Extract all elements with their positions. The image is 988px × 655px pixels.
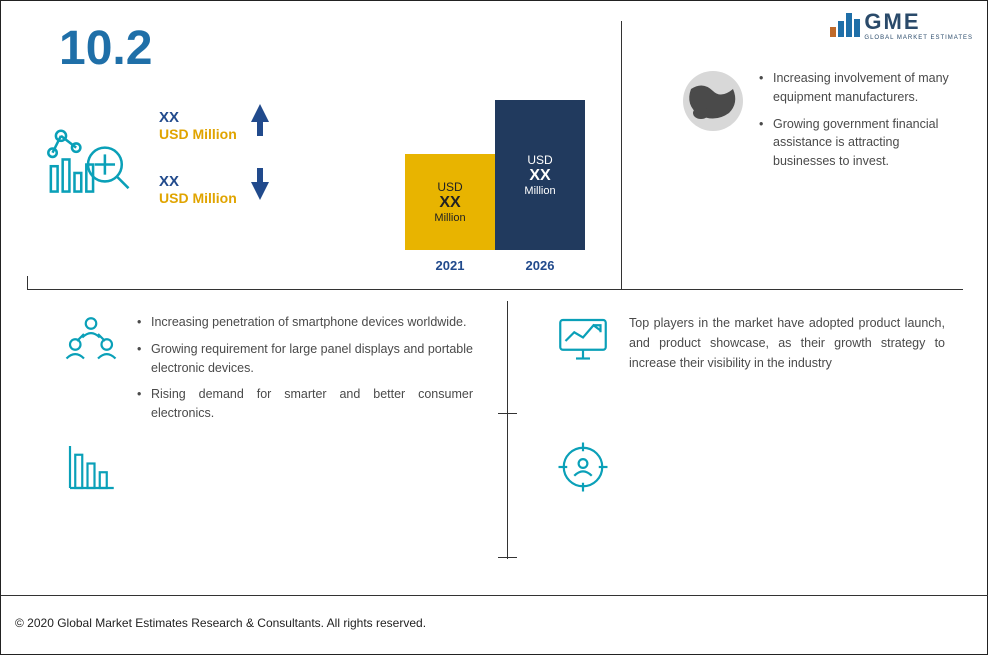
bar-chart-decline-icon <box>63 439 119 495</box>
bar-box-2026: USD XX Million <box>495 100 585 250</box>
top-right-panel: Increasing involvement of many equipment… <box>681 69 961 179</box>
strategy-panel: Top players in the market have adopted p… <box>555 313 945 373</box>
bar-mil-2021: Million <box>434 212 465 224</box>
lower-right-panel <box>555 439 945 495</box>
bar-year-2021: 2021 <box>436 258 465 273</box>
bullet-item: Increasing involvement of many equipment… <box>759 69 961 107</box>
footer-line <box>1 595 988 596</box>
bar-xx-2026: XX <box>529 167 550 185</box>
arrow-up-icon <box>251 104 269 122</box>
monitor-chart-icon <box>555 313 611 369</box>
drivers-bullets: Increasing penetration of smartphone dev… <box>137 313 473 431</box>
bar-2026: USD XX Million 2026 <box>495 100 585 273</box>
value-down-row: XX USD Million <box>159 164 269 214</box>
bullet-item: Growing requirement for large panel disp… <box>137 340 473 378</box>
drivers-panel: Increasing penetration of smartphone dev… <box>63 313 473 431</box>
vertical-divider-top <box>621 21 622 281</box>
value-up-usd: USD Million <box>159 126 237 142</box>
brand-subtitle: GLOBAL MARKET ESTIMATES <box>864 35 973 41</box>
value-down-usd: USD Million <box>159 190 237 206</box>
top-left-cluster: XX USD Million XX USD Million <box>45 109 269 214</box>
people-network-icon <box>63 313 119 369</box>
target-user-icon <box>555 439 611 495</box>
top-right-bullets: Increasing involvement of many equipment… <box>759 69 961 179</box>
value-up-row: XX USD Million <box>159 109 269 142</box>
brand-text: GME <box>864 9 973 35</box>
lower-left-panel <box>63 439 473 495</box>
brand-logo: GME GLOBAL MARKET ESTIMATES <box>830 9 973 41</box>
logo-bars-icon <box>830 13 860 37</box>
globe-icon <box>681 69 745 133</box>
vertical-divider-mid <box>507 301 508 559</box>
bar-usd-2026: USD <box>527 153 552 167</box>
bar-year-2026: 2026 <box>526 258 555 273</box>
bar-usd-2021: USD <box>437 180 462 194</box>
bullet-item: Increasing penetration of smartphone dev… <box>137 313 473 332</box>
horizontal-divider <box>27 289 963 290</box>
headline-stat: 10.2 <box>59 21 152 76</box>
copyright-text: © 2020 Global Market Estimates Research … <box>15 616 426 630</box>
bullet-item: Rising demand for smarter and better con… <box>137 385 473 423</box>
value-down-xx: XX <box>159 173 237 190</box>
bar-2021: USD XX Million 2021 <box>405 154 495 273</box>
analytics-icon <box>45 124 131 200</box>
bar-box-2021: USD XX Million <box>405 154 495 250</box>
value-up-xx: XX <box>159 109 237 126</box>
bar-mil-2026: Million <box>524 185 555 197</box>
value-pair: XX USD Million XX USD Million <box>159 109 269 214</box>
bullet-item: Growing government financial assistance … <box>759 115 961 171</box>
strategy-text: Top players in the market have adopted p… <box>629 313 945 373</box>
forecast-bar-chart: USD XX Million 2021 USD XX Million 2026 <box>405 89 605 273</box>
bar-xx-2021: XX <box>439 194 460 212</box>
arrow-down-icon <box>251 182 269 200</box>
